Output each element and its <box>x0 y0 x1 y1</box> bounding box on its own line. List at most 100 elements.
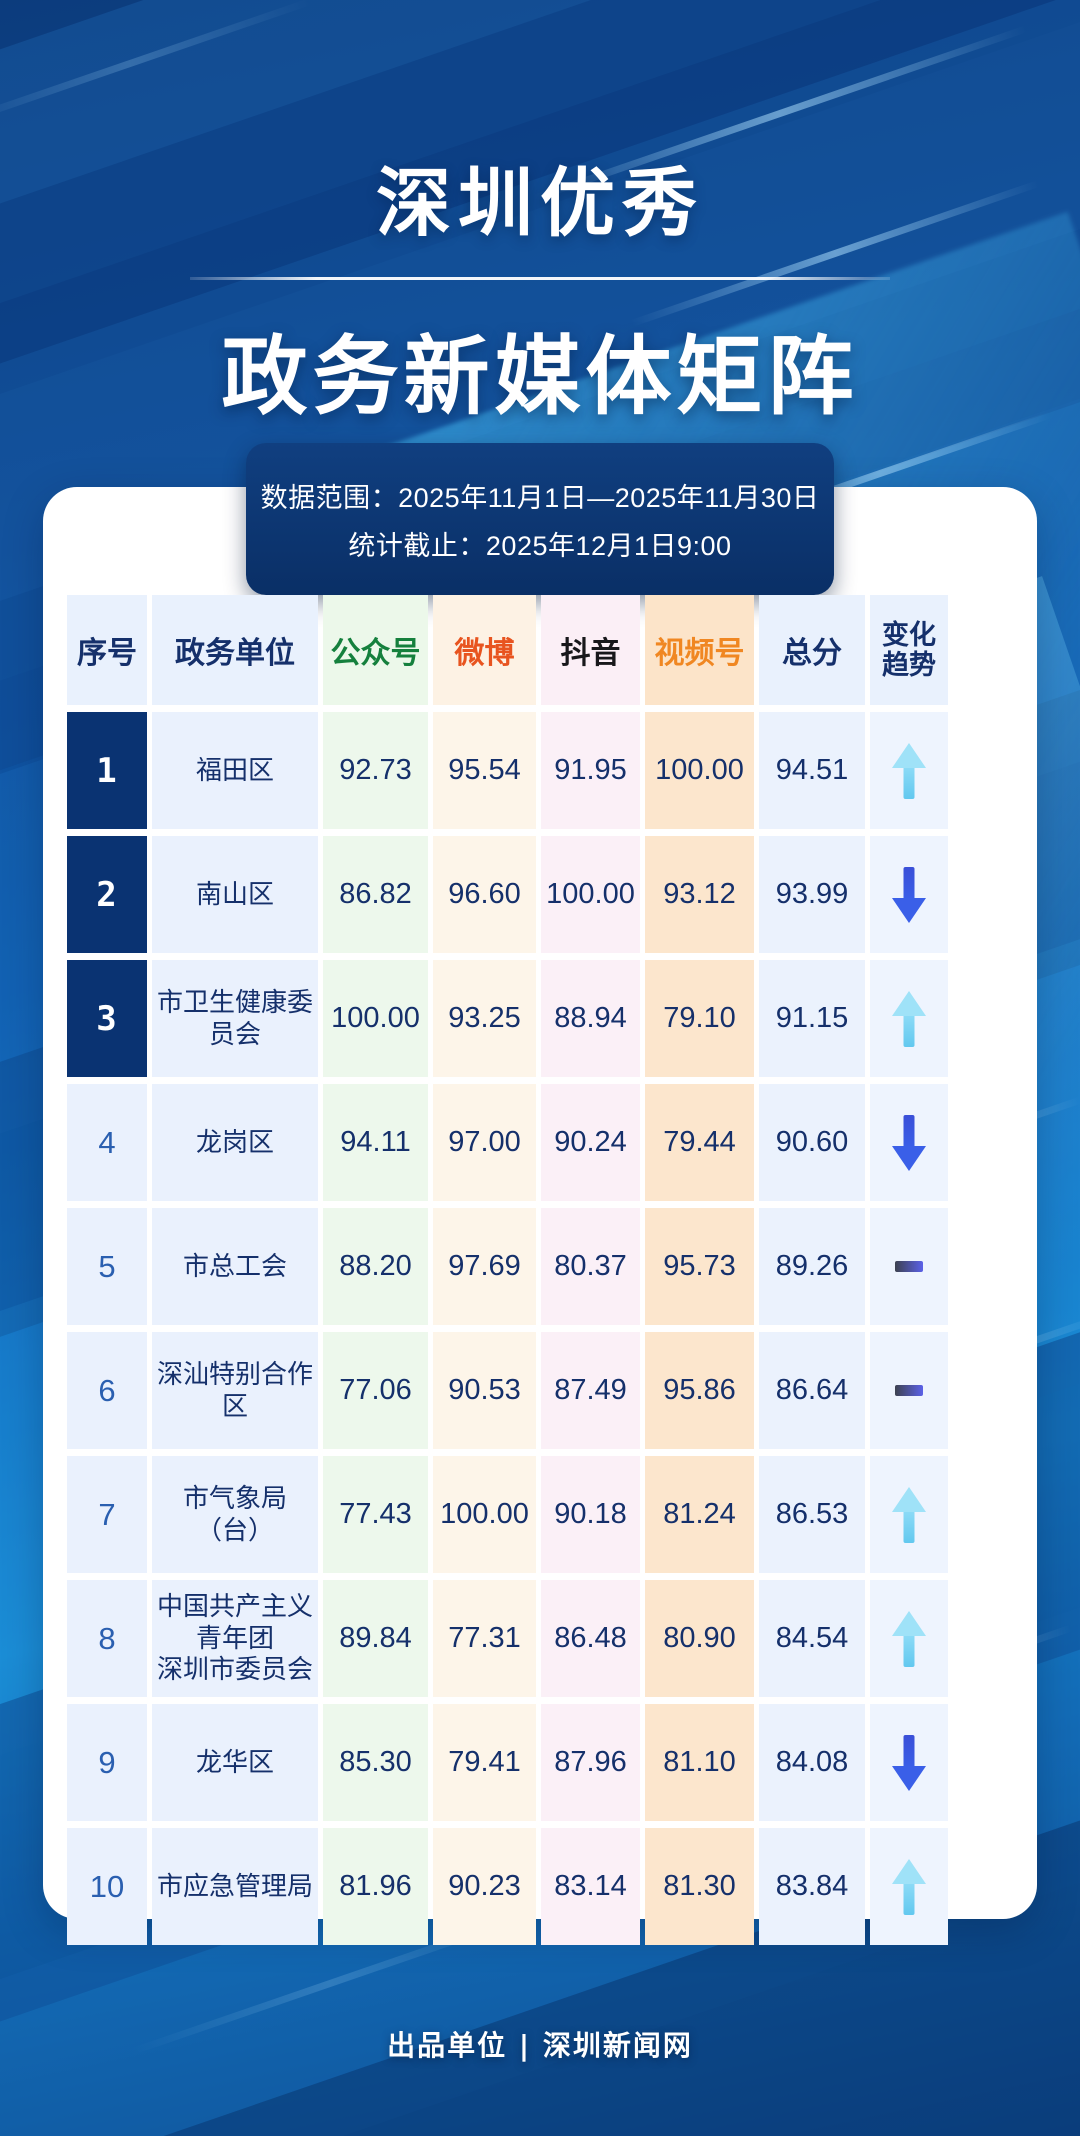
score-shipinhao: 93.12 <box>645 836 754 953</box>
score-shipinhao: 95.73 <box>645 1208 754 1325</box>
score-shipinhao: 81.30 <box>645 1828 754 1945</box>
date-info-box: 数据范围：2025年11月1日—2025年11月30日 统计截止：2025年12… <box>246 443 834 595</box>
score-shipinhao: 95.86 <box>645 1332 754 1449</box>
col-header-trend-line1: 变化 <box>882 619 936 650</box>
table-row: 7 市气象局（台） 77.43 100.00 90.18 81.24 86.53 <box>67 1456 1013 1573</box>
score-shipinhao: 100.00 <box>645 712 754 829</box>
score-gzh: 85.30 <box>323 1704 428 1821</box>
footer-credit: 出品单位 | 深圳新闻网 <box>387 2029 693 2062</box>
score-shipinhao: 79.10 <box>645 960 754 1077</box>
table-row: 2 南山区 86.82 96.60 100.00 93.12 93.99 <box>67 836 1013 953</box>
page-title-line2: 政务新媒体矩阵 <box>221 327 859 427</box>
table-row: 4 龙岗区 94.11 97.00 90.24 79.44 90.60 <box>67 1084 1013 1201</box>
table-body: 1 福田区 92.73 95.54 91.95 100.00 94.51 2 南山区 86.82 9… <box>67 712 1013 1945</box>
trend-up-icon <box>892 1858 926 1915</box>
score-douyin: 90.24 <box>541 1084 640 1201</box>
rank-badge: 1 <box>67 712 147 829</box>
score-gzh: 100.00 <box>323 960 428 1077</box>
score-weibo: 95.54 <box>433 712 536 829</box>
trend-cell <box>870 1580 948 1697</box>
trend-flat-icon <box>895 1385 923 1396</box>
col-header-weibo: 微博 <box>433 595 536 705</box>
score-weibo: 100.00 <box>433 1456 536 1573</box>
data-range-text: 数据范围：2025年11月1日—2025年11月30日 <box>260 482 820 513</box>
col-header-total: 总分 <box>759 595 865 705</box>
page-title-line1: 深圳优秀 <box>375 159 704 247</box>
score-gzh: 94.11 <box>323 1084 428 1201</box>
score-weibo: 96.60 <box>433 836 536 953</box>
table-row: 3 市卫生健康委员会 100.00 93.25 88.94 79.10 91.15 <box>67 960 1013 1077</box>
score-total: 86.64 <box>759 1332 865 1449</box>
score-douyin: 90.18 <box>541 1456 640 1573</box>
unit-name: 市卫生健康委员会 <box>152 960 318 1077</box>
unit-name: 市气象局（台） <box>152 1456 318 1573</box>
table-row: 5 市总工会 88.20 97.69 80.37 95.73 89.26 <box>67 1208 1013 1325</box>
table-row: 1 福田区 92.73 95.54 91.95 100.00 94.51 <box>67 712 1013 829</box>
score-douyin: 80.37 <box>541 1208 640 1325</box>
rank-badge: 8 <box>67 1580 147 1697</box>
col-header-trend: 变化 趋势 <box>870 595 948 705</box>
trend-down-icon <box>892 1114 926 1171</box>
trend-down-icon <box>892 1734 926 1791</box>
trend-up-icon <box>892 1610 926 1667</box>
trend-up-icon <box>892 1486 926 1543</box>
score-weibo: 79.41 <box>433 1704 536 1821</box>
score-total: 89.26 <box>759 1208 865 1325</box>
trend-cell <box>870 1208 948 1325</box>
score-douyin: 83.14 <box>541 1828 640 1945</box>
score-total: 86.53 <box>759 1456 865 1573</box>
unit-name: 福田区 <box>152 712 318 829</box>
score-douyin: 100.00 <box>541 836 640 953</box>
score-shipinhao: 81.10 <box>645 1704 754 1821</box>
score-total: 91.15 <box>759 960 865 1077</box>
score-douyin: 87.96 <box>541 1704 640 1821</box>
score-douyin: 87.49 <box>541 1332 640 1449</box>
score-gzh: 89.84 <box>323 1580 428 1697</box>
score-shipinhao: 81.24 <box>645 1456 754 1573</box>
score-weibo: 97.00 <box>433 1084 536 1201</box>
col-header-douyin: 抖音 <box>541 595 640 705</box>
unit-name: 深汕特别合作区 <box>152 1332 318 1449</box>
rank-badge: 5 <box>67 1208 147 1325</box>
trend-up-icon <box>892 990 926 1047</box>
score-total: 84.54 <box>759 1580 865 1697</box>
trend-cell <box>870 1828 948 1945</box>
cutoff-text: 统计截止：2025年12月1日9:00 <box>348 530 732 561</box>
score-shipinhao: 80.90 <box>645 1580 754 1697</box>
trend-cell <box>870 1084 948 1201</box>
trend-cell <box>870 1456 948 1573</box>
score-total: 90.60 <box>759 1084 865 1201</box>
rank-badge: 9 <box>67 1704 147 1821</box>
poster-header: 深圳优秀 政务新媒体矩阵 <box>0 0 1080 431</box>
score-weibo: 93.25 <box>433 960 536 1077</box>
trend-down-icon <box>892 866 926 923</box>
score-douyin: 91.95 <box>541 712 640 829</box>
col-header-trend-line2: 趋势 <box>882 650 936 680</box>
score-total: 93.99 <box>759 836 865 953</box>
unit-name: 中国共产主义青年团 深圳市委员会 <box>152 1580 318 1697</box>
trend-cell <box>870 1704 948 1821</box>
trend-cell <box>870 712 948 829</box>
score-weibo: 97.69 <box>433 1208 536 1325</box>
col-header-shipinhao: 视频号 <box>645 595 754 705</box>
rank-badge: 6 <box>67 1332 147 1449</box>
trend-up-icon <box>892 742 926 799</box>
rank-badge: 2 <box>67 836 147 953</box>
score-shipinhao: 79.44 <box>645 1084 754 1201</box>
trend-cell <box>870 960 948 1077</box>
unit-name: 龙岗区 <box>152 1084 318 1201</box>
score-gzh: 88.20 <box>323 1208 428 1325</box>
col-header-unit: 政务单位 <box>152 595 318 705</box>
unit-name: 市应急管理局 <box>152 1828 318 1945</box>
unit-name: 南山区 <box>152 836 318 953</box>
score-total: 83.84 <box>759 1828 865 1945</box>
score-douyin: 86.48 <box>541 1580 640 1697</box>
col-header-rank: 序号 <box>67 595 147 705</box>
score-douyin: 88.94 <box>541 960 640 1077</box>
unit-name: 市总工会 <box>152 1208 318 1325</box>
score-gzh: 86.82 <box>323 836 428 953</box>
score-weibo: 90.23 <box>433 1828 536 1945</box>
table-row: 10 市应急管理局 81.96 90.23 83.14 81.30 83.84 <box>67 1828 1013 1945</box>
title-divider <box>190 277 890 280</box>
ranking-table: 序号 政务单位 公众号 微博 抖音 视频号 总分 变化 趋势 1 福田区 92.73… <box>67 595 1013 1952</box>
